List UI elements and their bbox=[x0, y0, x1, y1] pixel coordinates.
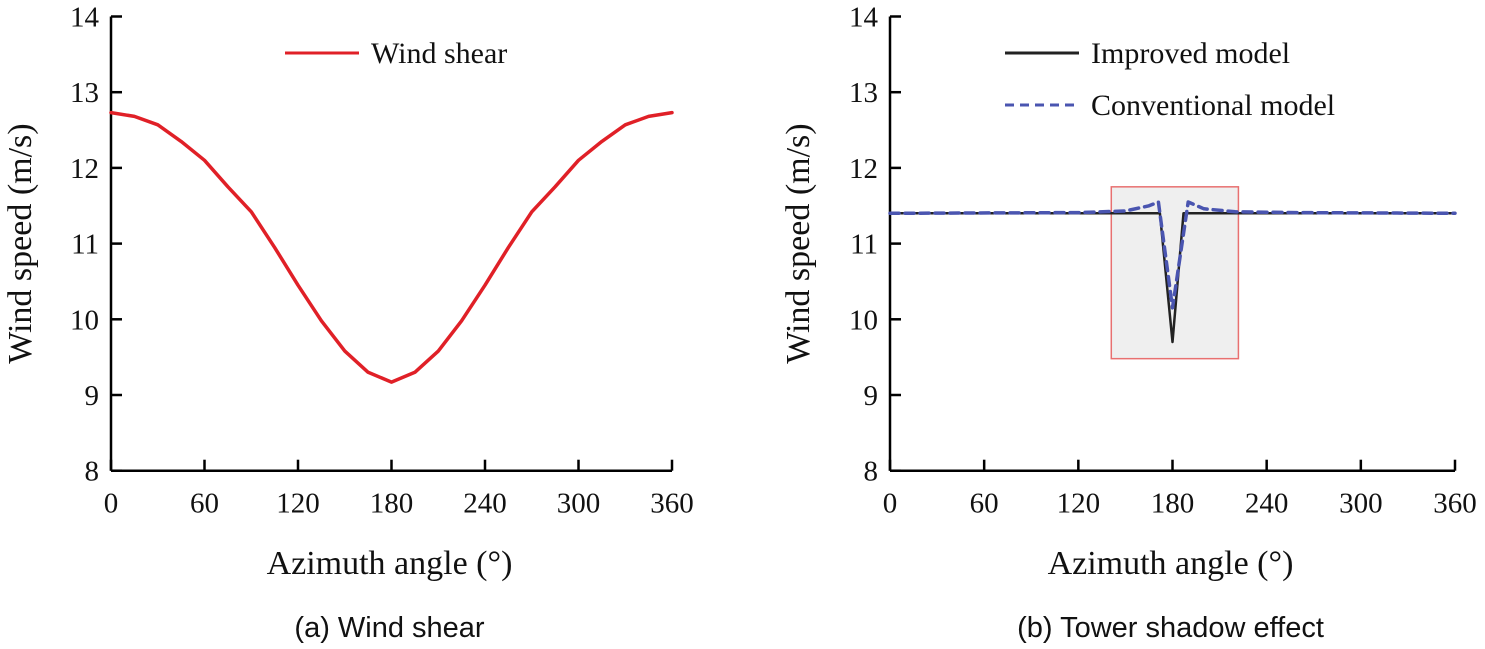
series-line-1 bbox=[109, 110, 674, 384]
y-tick-label: 13 bbox=[849, 77, 878, 109]
series-line-2 bbox=[888, 200, 1457, 310]
x-tick-label: 0 bbox=[104, 488, 119, 520]
y-tick-label: 14 bbox=[70, 2, 100, 34]
x-tick-label: 180 bbox=[1151, 488, 1195, 520]
y-tick-label: 9 bbox=[85, 380, 100, 412]
y-tick-label: 12 bbox=[849, 153, 878, 185]
x-tick-label: 120 bbox=[276, 488, 320, 520]
y-tick-label: 12 bbox=[70, 153, 99, 185]
y-tick-label: 8 bbox=[85, 456, 100, 488]
y-tick-label: 13 bbox=[70, 77, 99, 109]
x-tick-label: 300 bbox=[1339, 488, 1383, 520]
chart-caption: (b) Tower shadow effect bbox=[1017, 612, 1324, 644]
tower-shadow-chart: 8 9 10 11 12 13 14 0 60 120 180 240 300 360 Azimuth an… bbox=[780, 2, 1477, 645]
y-tick-label: 11 bbox=[71, 229, 99, 261]
x-tick-label: 180 bbox=[370, 488, 414, 520]
wind-shear-chart: 8 9 10 11 12 13 14 0 60 120 180 240 300 360 Azimuth an… bbox=[2, 2, 694, 645]
x-tick-label: 60 bbox=[970, 488, 999, 520]
y-tick-label: 10 bbox=[849, 304, 878, 336]
x-axis-label: Azimuth angle (°) bbox=[267, 545, 513, 582]
x-tick-label: 240 bbox=[1245, 488, 1289, 520]
y-tick-label: 14 bbox=[849, 2, 879, 34]
y-tick-label: 9 bbox=[864, 380, 879, 412]
x-tick-label: 300 bbox=[557, 488, 601, 520]
x-tick-label: 0 bbox=[883, 488, 898, 520]
y-axis-label: Wind speed (m/s) bbox=[2, 123, 39, 363]
x-tick-label: 120 bbox=[1057, 488, 1101, 520]
y-tick-label: 11 bbox=[850, 229, 878, 261]
x-axis-label: Azimuth angle (°) bbox=[1048, 545, 1294, 582]
chart-caption: (a) Wind shear bbox=[294, 612, 485, 644]
x-tick-label: 360 bbox=[650, 488, 694, 520]
x-tick-label: 360 bbox=[1433, 488, 1477, 520]
legend-label: Improved model bbox=[1091, 37, 1290, 70]
highlight-box bbox=[1110, 186, 1240, 360]
legend-label: Wind shear bbox=[371, 37, 507, 70]
x-tick-label: 240 bbox=[463, 488, 507, 520]
legend-label: Conventional model bbox=[1091, 89, 1335, 122]
y-axis-label: Wind speed (m/s) bbox=[780, 123, 817, 363]
x-tick-label: 60 bbox=[190, 488, 219, 520]
y-tick-label: 10 bbox=[70, 304, 99, 336]
y-tick-label: 8 bbox=[864, 456, 879, 488]
